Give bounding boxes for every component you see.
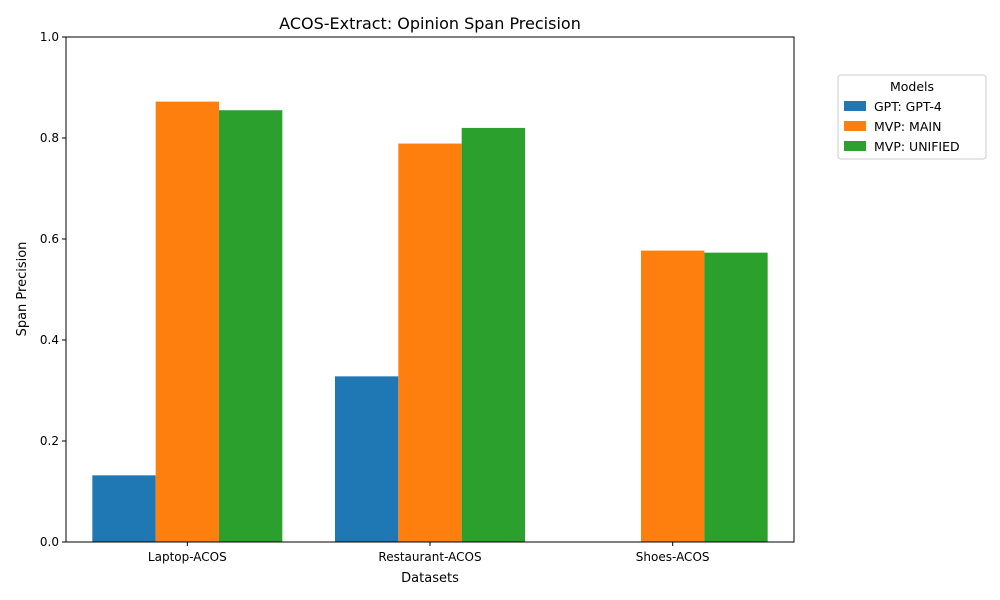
x-tick-label: Restaurant-ACOS xyxy=(378,550,481,564)
bar-shoes-acos-1 xyxy=(641,250,705,543)
y-tick-label: 0.0 xyxy=(40,535,59,549)
x-axis: Laptop-ACOS Restaurant-ACOS Shoes-ACOS xyxy=(148,542,710,564)
legend-label: GPT: GPT-4 xyxy=(874,99,942,114)
chart-title: ACOS-Extract: Opinion Span Precision xyxy=(279,14,581,33)
legend-label: MVP: UNIFIED xyxy=(874,139,960,154)
legend-swatch xyxy=(844,141,866,151)
bar-restaurant-acos-1 xyxy=(398,143,462,542)
legend-swatch xyxy=(844,101,866,111)
y-tick-label: 1.0 xyxy=(40,30,59,44)
plot-frame xyxy=(65,36,795,543)
bar-laptop-acos-1 xyxy=(155,101,219,542)
legend-label: MVP: MAIN xyxy=(874,119,941,134)
bar-shoes-acos-2 xyxy=(704,252,768,542)
x-tick-label: Shoes-ACOS xyxy=(636,550,710,564)
bar-restaurant-acos-0 xyxy=(335,376,399,542)
bars-group xyxy=(92,101,768,543)
x-axis-label: Datasets xyxy=(401,571,459,586)
y-tick-label: 0.8 xyxy=(40,131,59,145)
x-tick-label: Laptop-ACOS xyxy=(148,550,227,564)
y-axis-label: Span Precision xyxy=(15,242,30,337)
y-tick-label: 0.6 xyxy=(40,232,59,246)
bar-laptop-acos-0 xyxy=(92,475,156,542)
y-tick-label: 0.4 xyxy=(40,333,59,347)
bar-laptop-acos-2 xyxy=(219,110,283,542)
legend-title: Models xyxy=(890,79,934,94)
bar-restaurant-acos-2 xyxy=(461,127,525,543)
legend-box xyxy=(837,74,987,160)
y-axis: 0.0 0.2 0.4 0.6 0.8 1.0 xyxy=(40,30,66,549)
y-tick-label: 0.2 xyxy=(40,434,59,448)
legend-swatch xyxy=(844,121,866,131)
legend: Models GPT: GPT-4 MVP: MAIN MVP: UNIFIED xyxy=(837,74,987,160)
